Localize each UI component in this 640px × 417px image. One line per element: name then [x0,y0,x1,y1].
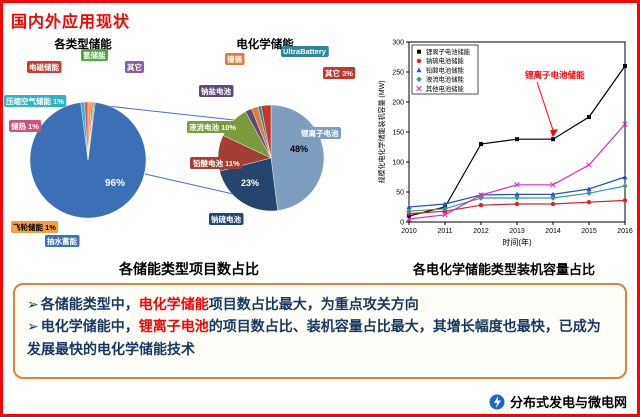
svg-text:抽水蓄能: 抽水蓄能 [47,236,77,246]
bullet-arrow: ➢ [27,296,39,312]
svg-text:2010: 2010 [401,228,417,235]
svg-text:规模化电化学储能装机容量 (MW): 规模化电化学储能装机容量 (MW) [377,80,386,183]
bullet-item: ➢ 各储能类型中，电化学储能项目数占比最大，为重点攻关方向 [27,293,613,315]
charts-row: 各类型储能抽水蓄能 压缩空气储能 1% 储热 1% 飞轮储能 1% 电磁储能 氢储能其它 9… [3,34,637,279]
bullet-text: 电化学储能中， [40,318,139,335]
bullet-text: 项目数占比最大，为重点攻关方向 [208,296,419,312]
svg-text:液流电池储能: 液流电池储能 [426,75,464,84]
svg-text:其它: 其它 [127,62,142,72]
svg-text:各类型储能: 各类型储能 [53,37,112,51]
svg-text:100: 100 [392,160,404,167]
svg-text:飞轮储能 1%: 飞轮储能 1% [13,222,56,232]
svg-text:储热 1%: 储热 1% [11,121,39,131]
bullet-emphasis-text: 锂离子电池 [138,318,209,335]
bullet-emphasis-text: 电化学储能 [138,296,209,312]
svg-text:96%: 96% [105,178,125,189]
bullet-arrow: ➢ [27,318,39,335]
svg-text:UltraBattery: UltraBattery [283,47,327,56]
svg-text:2013: 2013 [509,228,525,235]
svg-text:电磁储能: 电磁储能 [29,62,59,72]
bullet-text: 各储能类型中， [40,296,139,312]
svg-text:钠盐电池: 钠盐电池 [201,86,231,96]
summary-box: ➢ 各储能类型中，电化学储能项目数占比最大，为重点攻关方向 ➢ 电化学储能中，锂离子电… [13,283,627,379]
svg-text:铅酸电池 11%: 铅酸电池 11% [192,158,240,168]
svg-text:23%: 23% [241,178,259,188]
svg-text:压缩空气储能 1%: 压缩空气储能 1% [6,96,64,106]
svg-text:时间(年): 时间(年) [502,237,532,247]
svg-text:2015: 2015 [581,228,597,235]
footer: 分布式发电与微电网 [489,392,627,411]
brand-logo-icon [489,394,505,409]
svg-text:其他电池储能: 其他电池储能 [426,84,464,93]
svg-text:200: 200 [392,100,404,107]
bullet-text: 的项目数占比、装机容量占比最大，其增长幅度也最快，已成为发展最快的电化学储能技术 [27,318,601,357]
line-caption: 各电化学储能类型装机容量占比 [412,262,595,277]
pie-charts-panel: 各类型储能抽水蓄能 压缩空气储能 1% 储热 1% 飞轮储能 1% 电磁储能 氢储能其它 9… [3,34,375,279]
svg-text:250: 250 [392,70,404,77]
svg-text:电化学储能: 电化学储能 [236,37,294,51]
svg-text:300: 300 [392,40,404,47]
svg-text:锂离子电池: 锂离子电池 [301,128,339,138]
svg-text:液流电池 10%: 液流电池 10% [189,122,236,132]
svg-text:2014: 2014 [545,228,561,235]
svg-text:钠硫电池储能: 钠硫电池储能 [426,56,464,65]
svg-text:2012: 2012 [473,228,489,235]
svg-text:铅酸电池储能: 铅酸电池储能 [426,65,464,74]
svg-text:钠硫电池: 钠硫电池 [211,214,241,224]
svg-text:氢储能: 氢储能 [83,50,106,60]
svg-text:其它 3%: 其它 3% [325,68,353,78]
bullet-item: ➢ 电化学储能中，锂离子电池的项目数占比、装机容量占比最大，其增长幅度也最快，已成… [27,315,613,360]
svg-text:2016: 2016 [617,228,633,235]
svg-text:锂离子电池储能: 锂离子电池储能 [525,70,585,80]
line-chart: 0 50 100 150 200 250 300 2010 2011 2012 2013 2014 20… [377,40,633,248]
line-chart-panel: 0 50 100 150 200 250 300 2010 2011 2012 2013 2014 20… [375,34,633,279]
svg-text:150: 150 [392,130,404,137]
svg-text:镍镉: 镍镉 [227,54,242,64]
svg-text:锂离子电池储能: 锂离子电池储能 [426,47,471,56]
pies-caption: 各储能类型项目数占比 [119,261,259,277]
svg-text:48%: 48% [290,144,308,154]
page-title: 国内外应用现状 [11,14,131,31]
svg-text:50: 50 [396,190,404,197]
svg-text:2011: 2011 [437,228,452,235]
svg-text:0: 0 [400,220,404,227]
brand-name: 分布式发电与微电网 [509,395,627,410]
